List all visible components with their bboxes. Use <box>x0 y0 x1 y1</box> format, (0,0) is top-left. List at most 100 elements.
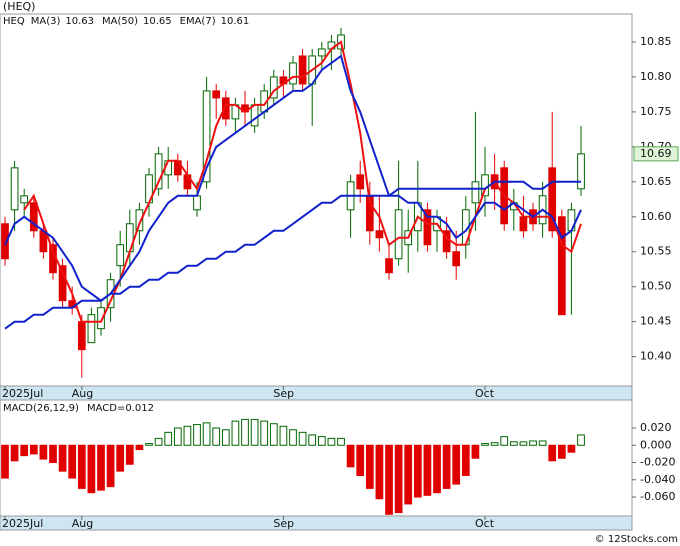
macd-bar <box>164 431 173 446</box>
candle-body <box>193 195 201 211</box>
x-tick-label: Sep <box>273 387 294 400</box>
y-tick-label: 10.45 <box>640 315 672 328</box>
macd-bar <box>433 444 441 494</box>
macd-bar <box>106 444 115 488</box>
candle-body <box>29 202 38 232</box>
macd-bar <box>145 443 153 446</box>
ma-line <box>4 54 582 302</box>
macd-bar <box>58 444 67 472</box>
candle-body <box>356 174 365 190</box>
macd-bar <box>135 444 144 451</box>
candle-body <box>97 307 105 330</box>
x-tick-label: 2025Jul <box>2 387 43 400</box>
date-band <box>0 515 633 531</box>
y-tick-label: 10.65 <box>640 175 672 188</box>
footer: © 12Stocks.com <box>595 534 678 545</box>
candle-body <box>452 251 461 267</box>
macd-bar <box>442 444 451 489</box>
macd-bar <box>500 436 509 446</box>
macd-bar <box>49 444 57 464</box>
macd-bar <box>183 425 192 446</box>
macd-bar <box>1 444 9 479</box>
candle-body <box>202 90 211 183</box>
macd-bar <box>471 444 480 459</box>
legend-name: EMA(7) <box>180 16 216 27</box>
macd-bar <box>452 444 461 485</box>
macd-bar <box>337 437 345 446</box>
y-tick-label: -0.040 <box>640 473 675 486</box>
macd-bar <box>317 436 326 446</box>
legend-value: 10.61 <box>221 16 250 27</box>
x-tick-label: Oct <box>475 387 495 400</box>
candle-body <box>20 195 29 204</box>
candle-body <box>519 216 528 232</box>
panel-title: MACD(26,12,9) <box>3 403 79 414</box>
macd-bar <box>404 444 413 505</box>
macd-bar <box>529 440 537 446</box>
macd-bar <box>221 429 230 446</box>
macd-bar <box>346 444 355 468</box>
legend-value: 0.012 <box>125 403 154 414</box>
legend-value: 10.63 <box>65 16 94 27</box>
price-tag <box>633 146 679 162</box>
legend-name: MA(50) <box>102 16 138 27</box>
candle-body <box>577 153 585 190</box>
macd-bar <box>193 424 201 446</box>
macd-bar <box>385 444 393 515</box>
macd-bar <box>68 444 77 479</box>
macd-bar <box>557 444 566 459</box>
macd-bar <box>260 420 269 446</box>
macd-bar <box>20 444 29 457</box>
x-tick-label: Oct <box>475 517 495 530</box>
candle-body <box>298 55 307 85</box>
candle-body <box>87 314 96 344</box>
macd-bar <box>202 422 211 446</box>
candle-body <box>375 230 384 239</box>
legend-symbol: HEQ <box>3 16 25 27</box>
price-tag-label: 10.69 <box>640 147 672 160</box>
macd-bar <box>519 441 528 446</box>
y-tick-label: -0.060 <box>640 490 675 503</box>
candle-body <box>10 167 19 211</box>
y-tick-label: 10.80 <box>640 70 672 83</box>
candle-body <box>557 216 566 316</box>
x-tick-label: Sep <box>273 517 294 530</box>
y-tick-label: -0.020 <box>640 456 675 469</box>
macd-bar <box>567 444 576 453</box>
y-tick-label: 0.020 <box>640 421 672 434</box>
y-tick-label: 10.85 <box>640 35 672 48</box>
date-band <box>0 385 633 401</box>
macd-bar <box>308 434 317 446</box>
macd-bar <box>279 425 288 446</box>
macd-bar <box>10 444 19 462</box>
macd-bar <box>29 444 38 455</box>
macd-bar <box>481 443 489 446</box>
legend-name: MA(3) <box>31 16 61 27</box>
candle-body <box>39 230 48 253</box>
candle-body <box>77 321 86 351</box>
macd-bar <box>289 429 297 446</box>
macd-bar <box>548 444 557 462</box>
candle-body <box>317 48 326 57</box>
macd-bar <box>241 418 249 446</box>
macd-bar <box>577 434 585 446</box>
candle-body <box>250 104 259 127</box>
macd-bar <box>365 444 374 489</box>
macd-bar <box>413 444 422 498</box>
legend-name: MACD= <box>87 403 125 414</box>
x-tick-label: 2025Jul <box>2 517 43 530</box>
y-tick-label: 10.75 <box>640 105 672 118</box>
macd-bar <box>509 441 518 446</box>
candle-body <box>1 223 9 260</box>
x-tick-label: Aug <box>72 517 93 530</box>
macd-bar <box>423 444 432 496</box>
candle-body <box>385 258 393 274</box>
y-tick-label: 10.60 <box>640 210 672 223</box>
macd-bar <box>87 444 96 494</box>
macd-bar <box>461 444 470 476</box>
candle-body <box>548 167 557 232</box>
candle-body <box>394 209 403 260</box>
macd-panel <box>0 399 633 517</box>
macd-bar <box>116 444 125 472</box>
